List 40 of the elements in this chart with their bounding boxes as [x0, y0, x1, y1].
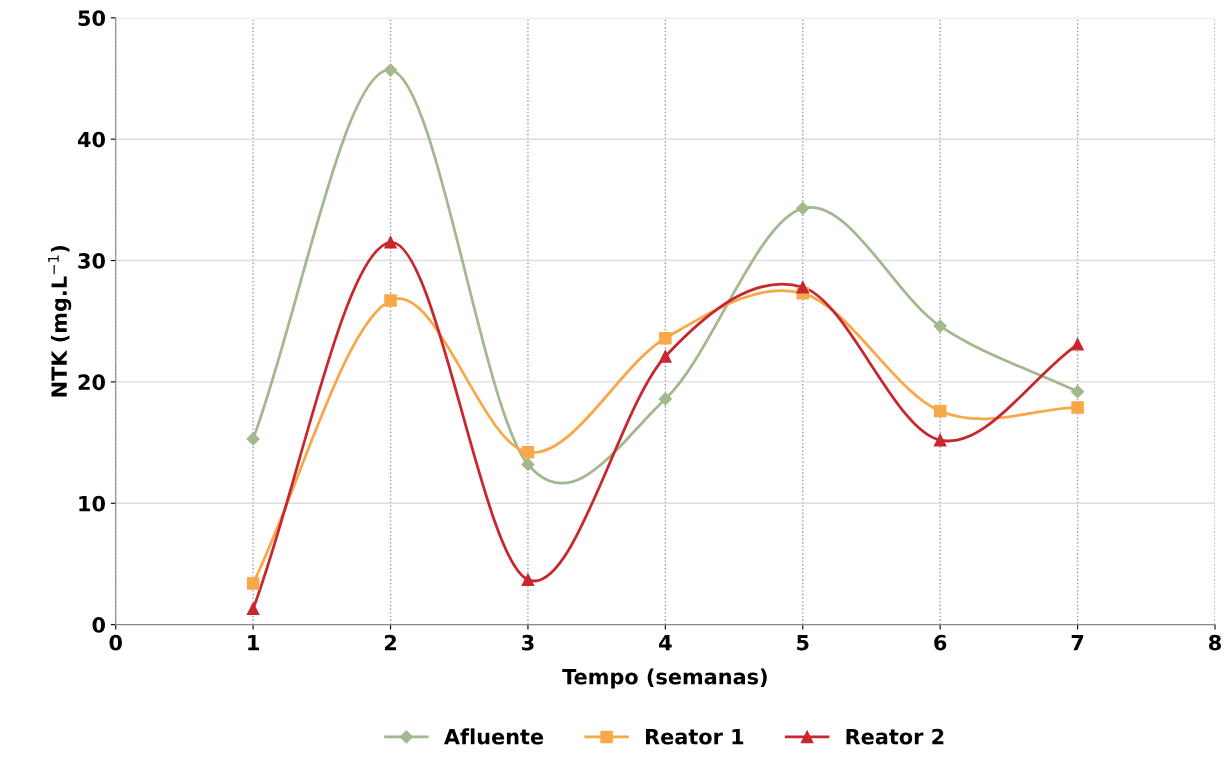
x-tick-label: 1	[248, 635, 259, 651]
point	[659, 331, 672, 345]
y-tick-label: 50	[78, 10, 105, 27]
point	[246, 602, 260, 616]
point	[658, 392, 672, 406]
point	[383, 63, 398, 77]
x-tick-label: 6	[934, 634, 947, 651]
y-axis-title: NTK (mg.L$^{−1}$)	[48, 245, 72, 397]
point	[933, 404, 947, 418]
x-tick-label: 4	[659, 635, 672, 651]
y-tick-label: 10	[79, 495, 105, 512]
x-tick-label: 5	[797, 635, 809, 651]
x-tick-label: 7	[1071, 635, 1084, 651]
point	[1070, 385, 1085, 399]
point	[521, 446, 535, 459]
y-tick-label: 20	[78, 374, 105, 391]
x-tick-label: 3	[522, 634, 534, 651]
point	[246, 577, 260, 590]
point	[933, 319, 947, 333]
y-tick-label: 30	[78, 253, 105, 269]
legend-label: Afluente	[443, 728, 544, 745]
point	[246, 432, 260, 446]
point	[796, 281, 810, 294]
x-tick-label: 2	[384, 634, 396, 651]
x-tick-label: 8	[1209, 634, 1221, 651]
point	[1071, 338, 1084, 351]
y-tick-label: 0	[92, 617, 105, 633]
point	[521, 457, 535, 472]
point	[384, 294, 397, 307]
legend-label: Reator 2	[846, 728, 944, 745]
point	[659, 350, 672, 363]
x-axis-title: Tempo (semanas)	[562, 668, 767, 689]
point	[933, 433, 947, 447]
y-tick-label: 40	[77, 131, 105, 148]
point	[1071, 401, 1084, 414]
point	[384, 236, 397, 249]
point	[521, 573, 535, 586]
x-tick-label: 0	[109, 634, 122, 651]
point	[796, 201, 810, 215]
legend-label: Reator 1	[646, 729, 744, 745]
